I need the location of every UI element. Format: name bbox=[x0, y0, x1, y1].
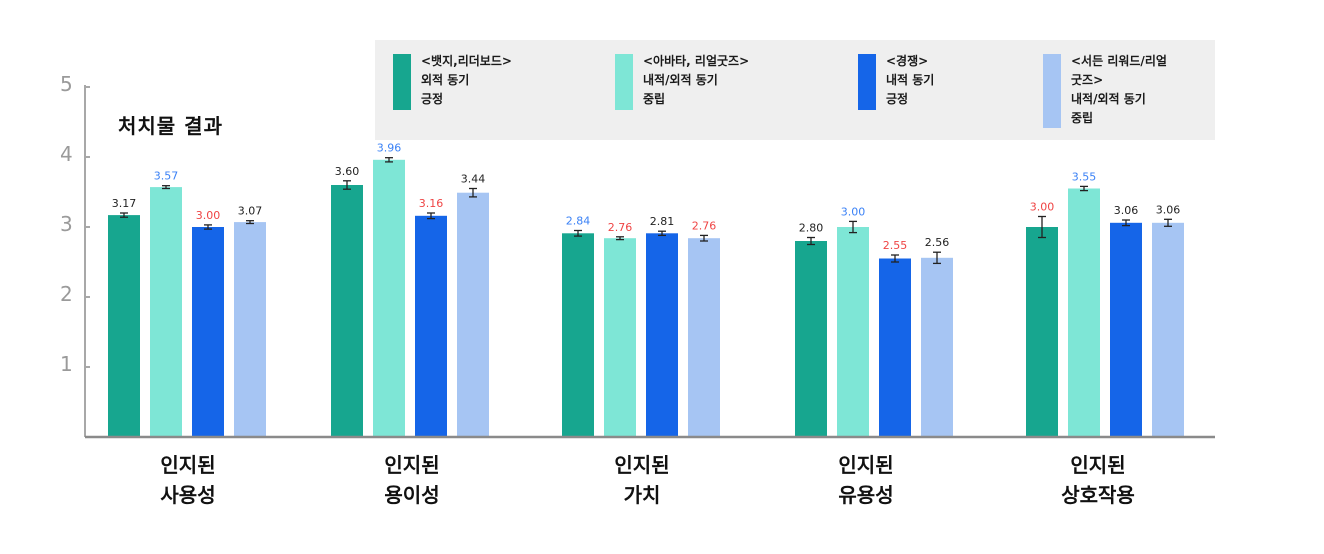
data-label: 3.60 bbox=[335, 165, 360, 178]
legend-line: <경쟁> bbox=[886, 54, 929, 68]
data-label: 2.81 bbox=[650, 215, 675, 228]
bar bbox=[562, 233, 594, 437]
data-label: 3.17 bbox=[112, 197, 137, 210]
bar bbox=[646, 233, 678, 437]
x-category-line: 상호작용 bbox=[1061, 483, 1135, 507]
data-label: 2.56 bbox=[925, 236, 950, 249]
legend-swatch-sudden-reward bbox=[1043, 54, 1061, 128]
x-category-label: 인지된 유용성 bbox=[786, 450, 946, 510]
x-category-line: 유용성 bbox=[838, 483, 894, 507]
y-tick-label: 1 bbox=[60, 352, 73, 376]
legend-text-badge: <뱃지,리더보드> 외적 동기 긍정 bbox=[421, 52, 512, 109]
y-tick-label: 4 bbox=[60, 142, 73, 166]
x-category-line: 인지된 bbox=[838, 453, 894, 477]
bar bbox=[921, 257, 953, 437]
bar bbox=[1110, 222, 1142, 437]
bar bbox=[150, 187, 182, 437]
bar bbox=[1026, 227, 1058, 437]
legend-line: 긍정 bbox=[886, 92, 909, 106]
bar bbox=[604, 238, 636, 437]
bar bbox=[234, 222, 266, 437]
x-category-label: 인지된 상호작용 bbox=[1018, 450, 1178, 510]
x-category-line: 사용성 bbox=[160, 483, 216, 507]
x-category-line: 인지된 bbox=[160, 453, 216, 477]
legend-line: <서든 리워드/리얼 bbox=[1071, 54, 1167, 68]
legend-text-sudden-reward: <서든 리워드/리얼 굿즈> 내적/외적 동기 중립 bbox=[1071, 52, 1167, 128]
legend-line: 중립 bbox=[643, 92, 666, 106]
bar bbox=[795, 241, 827, 437]
bar bbox=[373, 159, 405, 438]
bar bbox=[1152, 222, 1184, 437]
bar bbox=[192, 227, 224, 437]
data-label: 3.06 bbox=[1156, 203, 1181, 216]
bar bbox=[457, 192, 489, 437]
data-label: 2.84 bbox=[566, 215, 591, 228]
data-label: 3.00 bbox=[1030, 201, 1055, 214]
legend-line: 내적 동기 bbox=[886, 73, 935, 87]
bar bbox=[415, 215, 447, 437]
legend-line: 외적 동기 bbox=[421, 73, 470, 87]
data-label: 3.16 bbox=[419, 197, 444, 210]
legend-text-avatar: <아바타, 리얼굿즈> 내적/외적 동기 중립 bbox=[643, 52, 749, 109]
bar bbox=[837, 227, 869, 437]
data-label: 3.55 bbox=[1072, 170, 1097, 183]
bar bbox=[688, 238, 720, 437]
data-label: 3.00 bbox=[841, 205, 866, 218]
bar bbox=[108, 215, 140, 437]
bar bbox=[879, 258, 911, 437]
x-category-label: 인지된 가치 bbox=[562, 450, 722, 510]
x-category-line: 가치 bbox=[623, 483, 661, 507]
legend-line: 내적/외적 동기 bbox=[1071, 92, 1146, 106]
legend-swatch-competition bbox=[858, 54, 876, 110]
data-label: 2.80 bbox=[799, 222, 824, 235]
data-label: 2.55 bbox=[883, 239, 908, 252]
legend-line: <아바타, 리얼굿즈> bbox=[643, 54, 750, 68]
y-tick-label: 2 bbox=[60, 282, 73, 306]
legend-text-competition: <경쟁> 내적 동기 긍정 bbox=[886, 52, 934, 109]
data-label: 3.00 bbox=[196, 209, 221, 222]
x-category-label: 인지된 용이성 bbox=[332, 450, 492, 510]
x-category-line: 용이성 bbox=[384, 483, 440, 507]
chart-title: 처치물 결과 bbox=[118, 114, 223, 138]
x-category-label: 인지된 사용성 bbox=[108, 450, 268, 510]
legend-swatch-badge bbox=[393, 54, 411, 110]
data-label: 3.57 bbox=[154, 170, 179, 183]
data-label: 2.76 bbox=[608, 221, 633, 234]
bar bbox=[1068, 188, 1100, 437]
legend-swatch-avatar bbox=[615, 54, 633, 110]
legend-line: 굿즈> bbox=[1071, 73, 1104, 87]
data-label: 3.07 bbox=[238, 205, 263, 218]
data-label: 3.96 bbox=[377, 142, 402, 155]
bar bbox=[331, 185, 363, 437]
x-category-line: 인지된 bbox=[1070, 453, 1126, 477]
legend-line: <뱃지,리더보드> bbox=[421, 54, 512, 68]
legend: <뱃지,리더보드> 외적 동기 긍정 <아바타, 리얼굿즈> 내적/외적 동기 … bbox=[375, 40, 1215, 140]
data-label: 2.76 bbox=[692, 219, 717, 232]
data-label: 3.44 bbox=[461, 173, 486, 186]
x-category-line: 인지된 bbox=[614, 453, 670, 477]
legend-line: 긍정 bbox=[421, 92, 444, 106]
y-tick-label: 5 bbox=[60, 72, 73, 96]
data-label: 3.06 bbox=[1114, 204, 1139, 217]
x-category-line: 인지된 bbox=[384, 453, 440, 477]
y-tick-label: 3 bbox=[60, 212, 73, 236]
legend-line: 중립 bbox=[1071, 111, 1094, 125]
legend-line: 내적/외적 동기 bbox=[643, 73, 718, 87]
